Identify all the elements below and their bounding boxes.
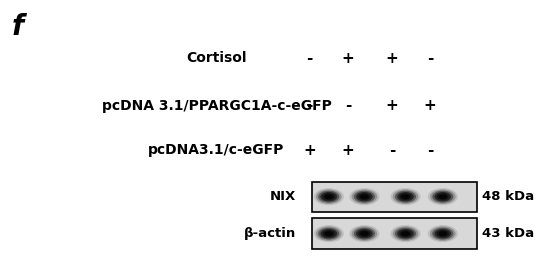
Ellipse shape	[430, 226, 455, 241]
Text: +: +	[385, 98, 398, 113]
Ellipse shape	[435, 229, 451, 238]
Ellipse shape	[390, 188, 421, 205]
Ellipse shape	[350, 188, 379, 205]
Ellipse shape	[438, 231, 447, 236]
Ellipse shape	[352, 189, 377, 204]
Ellipse shape	[360, 194, 369, 199]
Ellipse shape	[432, 228, 453, 240]
Ellipse shape	[323, 230, 335, 237]
Text: -: -	[427, 51, 433, 65]
Text: -: -	[427, 143, 433, 158]
Ellipse shape	[321, 192, 337, 201]
Text: -: -	[306, 98, 313, 113]
Ellipse shape	[324, 231, 333, 236]
Ellipse shape	[397, 192, 414, 201]
Ellipse shape	[399, 230, 412, 237]
Ellipse shape	[313, 188, 344, 205]
Text: +: +	[385, 51, 398, 65]
Bar	[312, 182, 477, 212]
Text: +: +	[424, 98, 437, 113]
Ellipse shape	[390, 225, 421, 242]
Ellipse shape	[323, 193, 335, 200]
Text: NIX: NIX	[270, 190, 296, 203]
Ellipse shape	[395, 191, 416, 203]
Ellipse shape	[360, 231, 369, 236]
Ellipse shape	[393, 189, 418, 204]
Ellipse shape	[437, 230, 449, 237]
Text: -: -	[389, 143, 395, 158]
Ellipse shape	[428, 188, 458, 205]
Ellipse shape	[437, 193, 449, 200]
Ellipse shape	[358, 230, 370, 237]
Ellipse shape	[321, 229, 337, 238]
Ellipse shape	[395, 228, 416, 240]
Text: -: -	[345, 98, 351, 113]
Ellipse shape	[316, 226, 341, 241]
Ellipse shape	[352, 226, 377, 241]
Ellipse shape	[358, 193, 370, 200]
Ellipse shape	[428, 225, 458, 242]
Ellipse shape	[401, 231, 410, 236]
Text: +: +	[341, 51, 355, 65]
Ellipse shape	[318, 191, 339, 203]
Ellipse shape	[393, 226, 418, 241]
Ellipse shape	[354, 228, 375, 240]
Ellipse shape	[316, 189, 341, 204]
Ellipse shape	[432, 191, 453, 203]
Ellipse shape	[430, 189, 455, 204]
Ellipse shape	[313, 225, 344, 242]
Ellipse shape	[438, 194, 447, 199]
Bar	[312, 218, 477, 249]
Bar	[312, 182, 477, 212]
Text: +: +	[341, 143, 355, 158]
Text: f: f	[12, 13, 24, 41]
Text: +: +	[303, 143, 316, 158]
Ellipse shape	[324, 194, 333, 199]
Text: -: -	[306, 51, 313, 65]
Ellipse shape	[435, 192, 451, 201]
Bar	[312, 218, 477, 249]
Text: pcDNA 3.1/PPARGC1A-c-eGFP: pcDNA 3.1/PPARGC1A-c-eGFP	[101, 98, 332, 113]
Text: Cortisol: Cortisol	[186, 51, 247, 65]
Text: pcDNA3.1/c-eGFP: pcDNA3.1/c-eGFP	[149, 143, 284, 158]
Ellipse shape	[356, 229, 373, 238]
Ellipse shape	[356, 192, 373, 201]
Ellipse shape	[399, 193, 412, 200]
Ellipse shape	[397, 229, 414, 238]
Text: 43 kDa: 43 kDa	[482, 227, 534, 240]
Ellipse shape	[350, 225, 379, 242]
Text: 48 kDa: 48 kDa	[482, 190, 534, 203]
Ellipse shape	[401, 194, 410, 199]
Ellipse shape	[318, 228, 339, 240]
Ellipse shape	[354, 191, 375, 203]
Text: β-actin: β-actin	[244, 227, 296, 240]
